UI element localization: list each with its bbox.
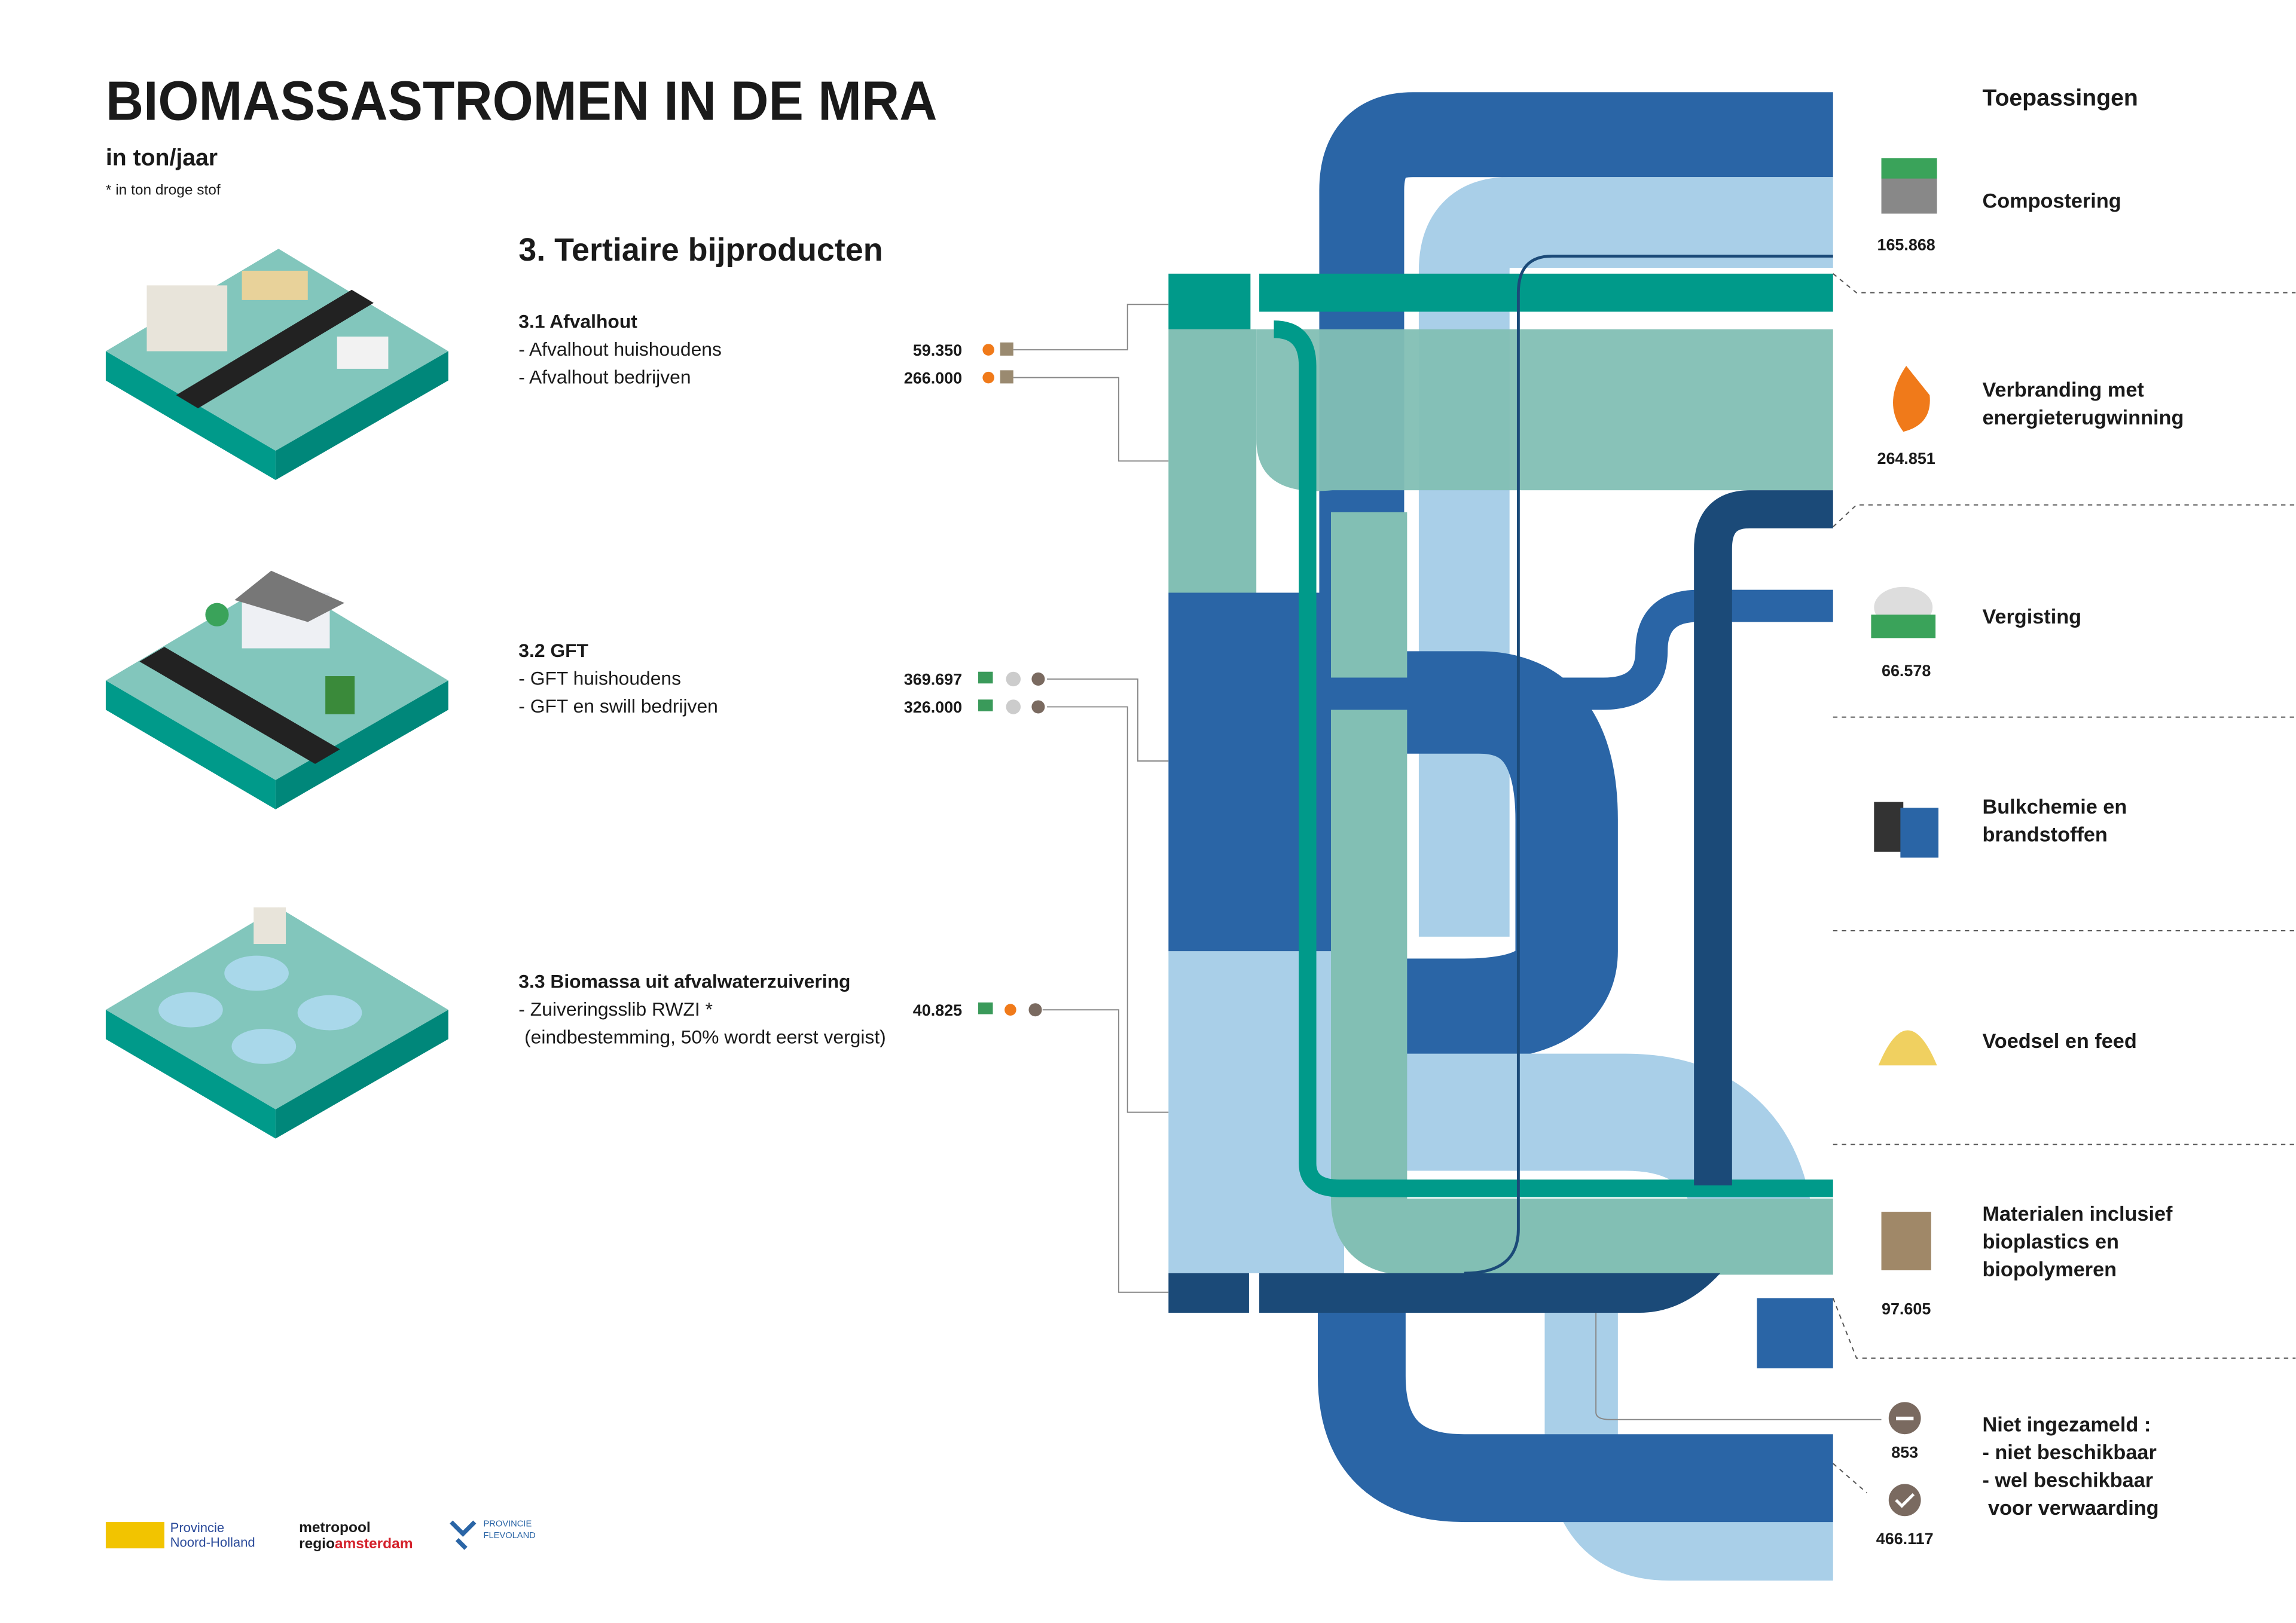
title: BIOMASSASTROMEN IN DE MRA — [106, 70, 938, 132]
flow-block — [1168, 329, 1257, 593]
item-value: 369.697 — [904, 671, 962, 689]
tiles — [105, 249, 448, 1139]
application-label: Bulkchemie en — [1982, 796, 2127, 818]
logos: Provincie Noord-Holland metropool regioa… — [105, 1519, 536, 1552]
application-value: 97.605 — [1882, 1300, 1931, 1318]
logo-mark — [450, 1520, 477, 1550]
application-value: 66.578 — [1882, 662, 1931, 680]
separator — [1833, 273, 2296, 294]
flow — [1325, 589, 1833, 710]
flows — [1168, 92, 1833, 1581]
tile — [105, 907, 448, 1139]
application-label: Niet ingezameld : — [1982, 1413, 2151, 1436]
application-value: 466.117 — [1876, 1530, 1934, 1548]
section-title: 3. Tertiaire bijproducten — [518, 232, 883, 268]
group-title: 3.3 Biomassa uit afvalwaterzuivering — [518, 971, 850, 992]
flow — [1331, 512, 1833, 1275]
group-title: 3.1 Afvalhout — [518, 310, 637, 332]
application-label: Vergisting — [1982, 606, 2081, 628]
flow — [1319, 92, 1833, 629]
item-value: 266.000 — [904, 369, 962, 387]
item-label: - Afvalhout bedrijven — [518, 366, 691, 387]
item-label: - GFT huishoudens — [518, 668, 681, 689]
application-label: biopolymeren — [1982, 1258, 2117, 1281]
item-value: 59.350 — [913, 341, 962, 359]
unit: in ton/jaar — [106, 145, 218, 171]
separators — [1832, 273, 2296, 1493]
application-value: 264.851 — [1877, 450, 1935, 467]
logo-text: Provincie — [170, 1520, 225, 1535]
logo-text: FLEVOLAND — [484, 1531, 536, 1541]
connector — [1595, 1312, 1882, 1420]
item-label: - GFT en swill bedrijven — [518, 695, 718, 717]
item-label: - Zuiveringsslib RWZI * — [518, 998, 713, 1020]
logo-text: regioamsterdam — [299, 1536, 413, 1552]
flow — [1273, 320, 1833, 1197]
flow — [1464, 254, 1833, 1275]
flow-block — [1168, 951, 1345, 1273]
connector — [1047, 706, 1169, 1113]
separator — [1832, 1298, 2296, 1359]
logo-text: PROVINCIE — [484, 1519, 532, 1529]
connectors — [1013, 304, 1882, 1420]
applications-title: Toepassingen — [1982, 85, 2138, 111]
separator — [1833, 504, 2296, 528]
logo-text: Noord-Holland — [170, 1535, 255, 1550]
group-title: 3.2 GFT — [518, 640, 588, 661]
tile — [105, 249, 448, 480]
logo-text: regio — [299, 1536, 335, 1552]
tile — [105, 570, 448, 809]
application-label: Verbranding met — [1982, 378, 2144, 401]
item-value: 40.825 — [913, 1001, 962, 1019]
connector — [1013, 304, 1169, 351]
logo-mark — [105, 1522, 164, 1549]
flow — [1259, 1273, 1721, 1313]
application-label: bioplastics en — [1982, 1230, 2119, 1253]
logo-text: metropool — [299, 1520, 371, 1536]
application-label: Voedsel en feed — [1982, 1030, 2136, 1053]
note: * in ton droge stof — [106, 182, 221, 198]
flow — [1259, 273, 1833, 312]
connector — [1047, 678, 1169, 762]
item-label: - Afvalhout huishoudens — [518, 338, 722, 360]
flow — [1256, 329, 1833, 491]
application-value: 165.868 — [1877, 236, 1935, 254]
connector — [1042, 1009, 1169, 1293]
item-icons — [978, 342, 1045, 1017]
flow-block — [1757, 1298, 1833, 1369]
application-label: - niet beschikbaar — [1982, 1441, 2156, 1464]
application-label: Compostering — [1982, 190, 2121, 213]
separator — [1833, 1463, 1867, 1493]
connector — [1013, 377, 1169, 462]
item-value: 326.000 — [904, 698, 962, 716]
application-label: - wel beschikbaar — [1982, 1469, 2153, 1491]
application-label: Materialen inclusief — [1982, 1203, 2173, 1225]
application-label: brandstoffen — [1982, 824, 2107, 846]
application-label: voor verwaarding — [1982, 1497, 2158, 1520]
logo-text: amsterdam — [335, 1536, 413, 1552]
flow — [1694, 490, 1833, 1186]
group-note: (eindbestemming, 50% wordt eerst vergist… — [524, 1026, 886, 1048]
flow — [1317, 1288, 1833, 1523]
application-value: 853 — [1891, 1443, 1918, 1461]
flow-block — [1168, 273, 1251, 329]
application-label: energieterugwinning — [1982, 406, 2184, 429]
flow — [1418, 177, 1833, 937]
flow-block — [1168, 1273, 1249, 1313]
application-icons — [1871, 158, 1939, 1517]
